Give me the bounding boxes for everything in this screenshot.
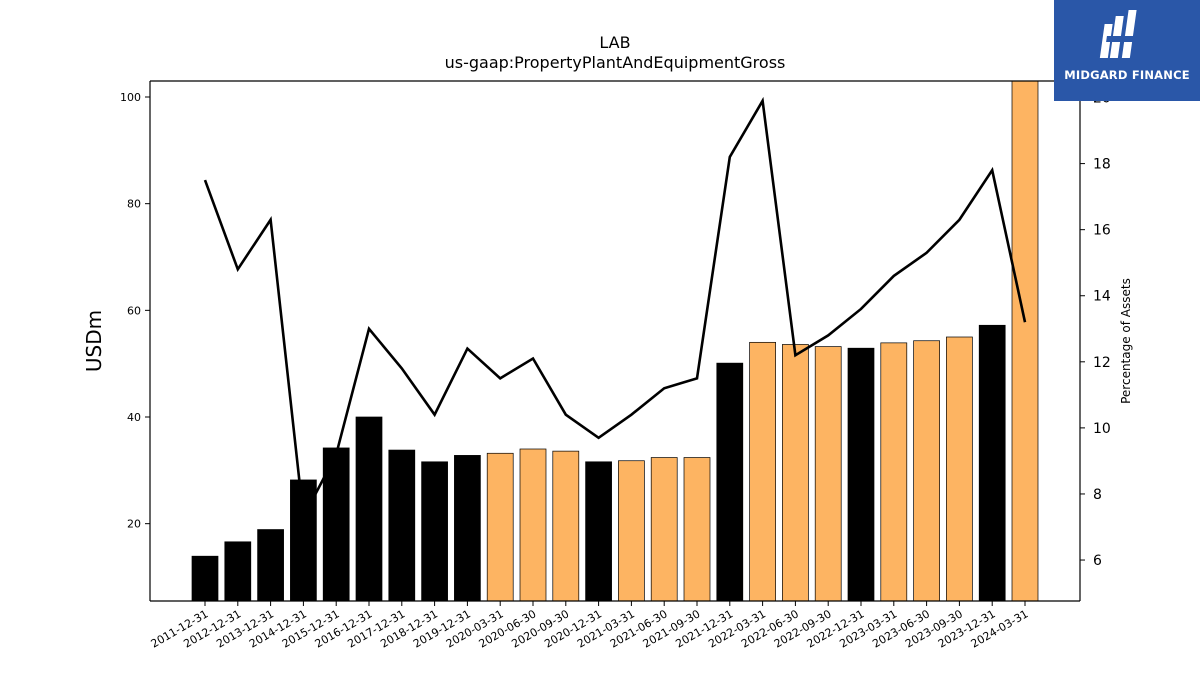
bar-2021-09-30 [683, 457, 711, 601]
y-axis-label: USDm [82, 310, 106, 372]
bar-2023-09-30 [946, 336, 973, 601]
y2-tick-label-12: 12 [1093, 355, 1111, 371]
y2-tick-label-6: 6 [1093, 553, 1102, 569]
y-tick-label-80: 80 [127, 198, 141, 211]
bar-2020-06-30 [519, 448, 547, 601]
bar-2024-03-31 [1011, 81, 1039, 601]
bar-2023-03-31 [880, 342, 908, 601]
bar-2011-12-31 [191, 555, 219, 601]
bar-2022-03-31 [749, 341, 776, 601]
bar-2022-09-30 [814, 346, 842, 601]
bar-2021-06-30 [650, 457, 678, 601]
logo-text: MIDGARD FINANCE [1064, 68, 1190, 82]
y2-tick-label-8: 8 [1093, 487, 1102, 503]
bar-2019-12-31 [454, 455, 481, 601]
bar-2022-12-31 [847, 347, 875, 601]
y2-tick-label-18: 18 [1093, 157, 1111, 173]
bar-2023-06-30 [913, 340, 940, 601]
bar-2020-12-31 [585, 461, 612, 601]
bar-2023-12-31 [978, 324, 1006, 601]
y-tick-label-40: 40 [127, 411, 141, 424]
bar-2017-12-31 [388, 449, 416, 601]
chart-title: LAB [599, 33, 631, 52]
bar-2020-03-31 [486, 452, 514, 601]
midgard-logo: MIDGARD FINANCE [1054, 0, 1200, 101]
bar-2012-12-31 [224, 541, 252, 601]
chart-subtitle: us-gaap:PropertyPlantAndEquipmentGross [444, 53, 786, 72]
y-tick-label-60: 60 [127, 304, 141, 317]
bar-2020-09-30 [552, 450, 580, 601]
y2-tick-label-14: 14 [1093, 289, 1111, 305]
bar-2021-12-31 [716, 362, 744, 601]
y2-tick-label-16: 16 [1093, 223, 1111, 239]
bar-2021-03-31 [618, 460, 645, 601]
bar-2018-12-31 [421, 461, 448, 601]
y-tick-label-20: 20 [127, 518, 141, 531]
y-tick-label-100: 100 [120, 91, 141, 104]
line-percentage-of-assets [203, 96, 1027, 522]
bar-2013-12-31 [257, 529, 284, 601]
bar-2022-06-30 [782, 344, 809, 601]
midgard-logo-icon [1099, 10, 1137, 58]
y2-axis-label: Percentage of Assets [1119, 278, 1133, 404]
bar-2016-12-31 [355, 416, 383, 601]
y2-tick-label-10: 10 [1093, 421, 1111, 437]
